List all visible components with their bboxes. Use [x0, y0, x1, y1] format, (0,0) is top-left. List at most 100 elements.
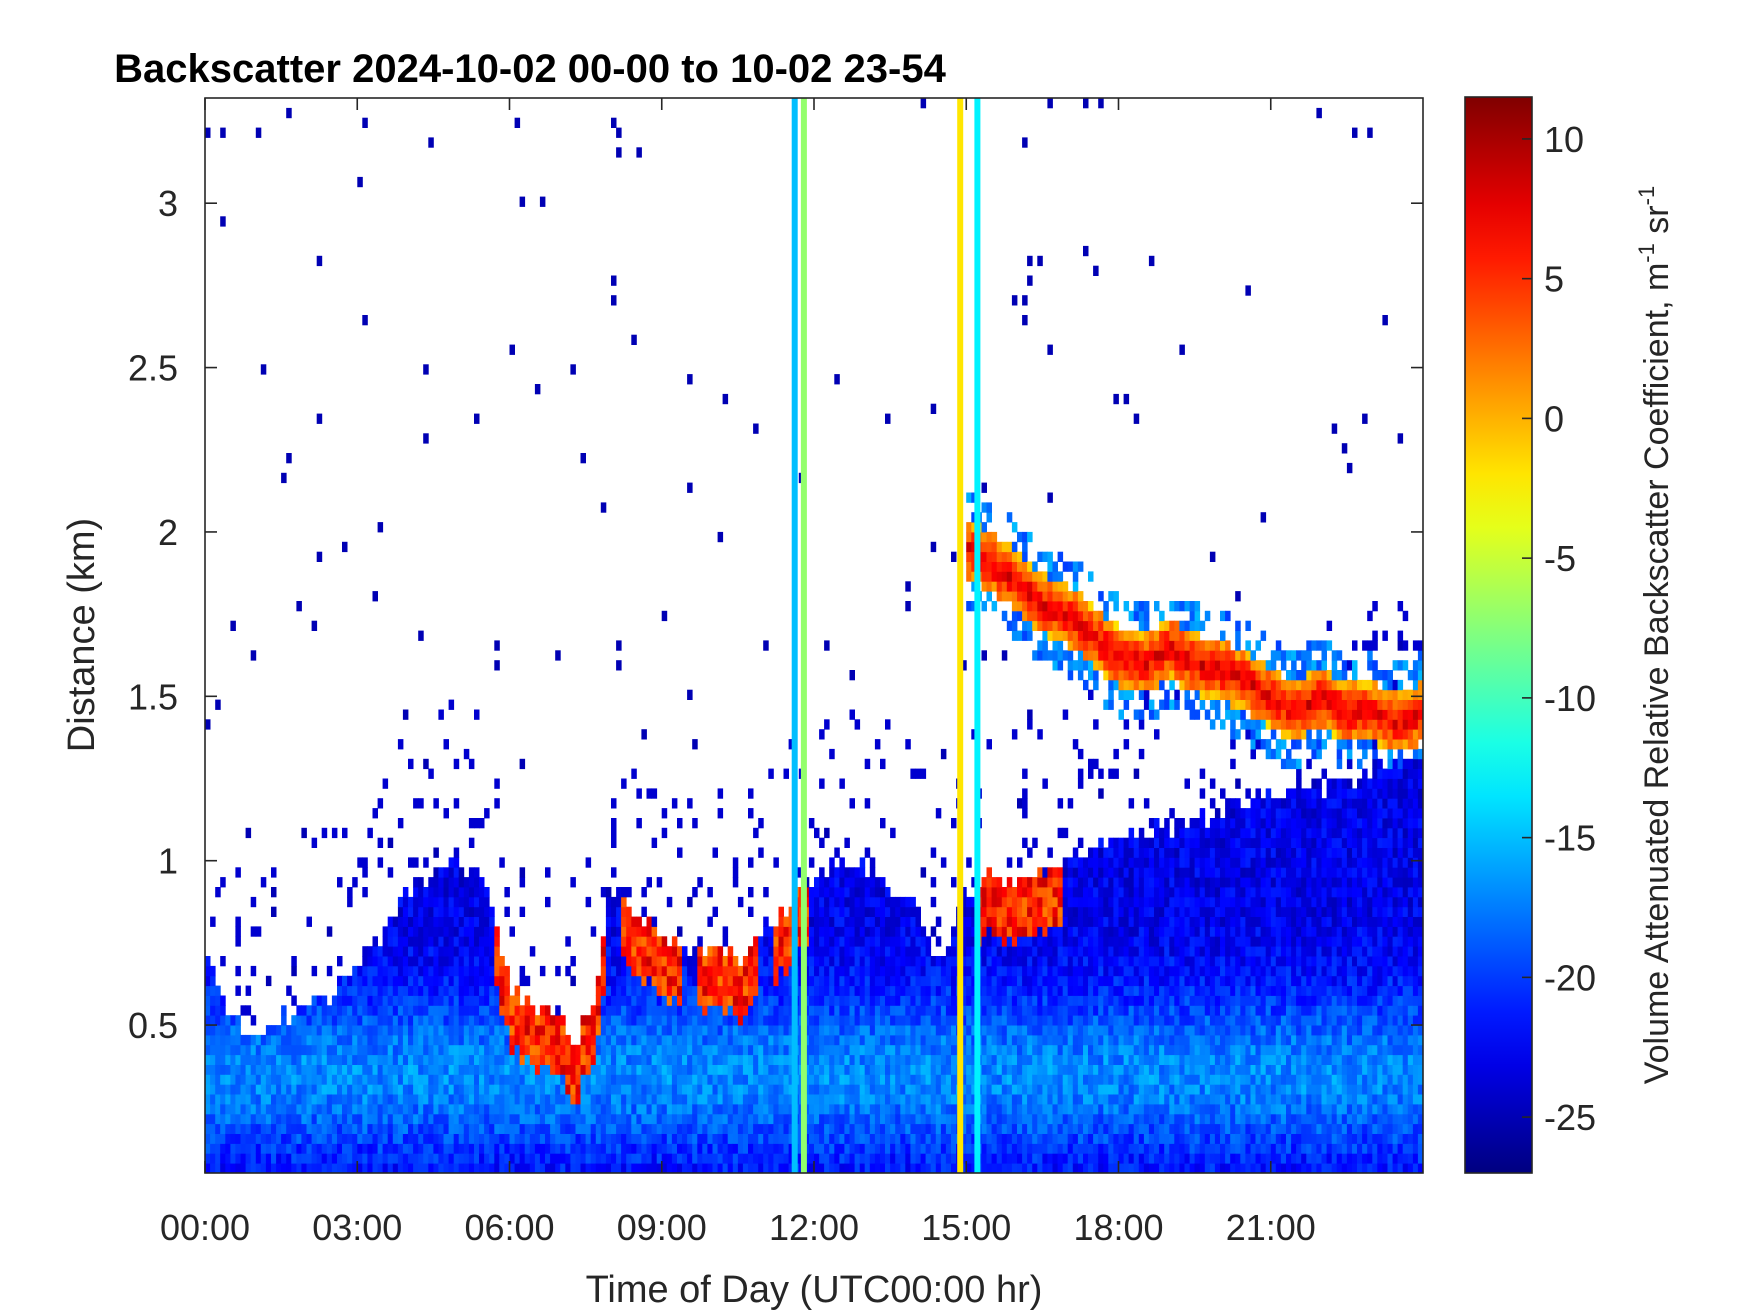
- heatmap-cell: [1072, 1084, 1079, 1095]
- heatmap-cell: [900, 1044, 906, 1056]
- heatmap-cell: [671, 1104, 678, 1115]
- heatmap-cell: [885, 887, 891, 898]
- heatmap-cell: [438, 985, 444, 996]
- heatmap-cell: [849, 1074, 855, 1085]
- heatmap-cell: [742, 1113, 749, 1125]
- heatmap-cell: [981, 1025, 987, 1036]
- heatmap-cell: [905, 1025, 911, 1036]
- heatmap-cell: [484, 926, 490, 937]
- heatmap-cell: [910, 1025, 916, 1036]
- heatmap-cell: [961, 965, 967, 977]
- heatmap-cell: [220, 995, 226, 1006]
- heatmap-cell: [626, 1104, 632, 1115]
- heatmap-cell: [864, 1084, 871, 1095]
- heatmap-cell: [504, 1163, 510, 1174]
- heatmap-cell: [509, 1094, 515, 1105]
- heatmap-cell: [773, 936, 779, 947]
- heatmap-cell: [357, 1084, 363, 1095]
- heatmap-cell: [737, 1015, 744, 1026]
- heatmap-cell: [418, 926, 424, 937]
- heatmap-cell: [1103, 1163, 1109, 1174]
- heatmap-cell: [814, 1064, 820, 1075]
- heatmap-cell: [910, 1005, 916, 1016]
- heatmap-cell: [1077, 620, 1084, 631]
- heatmap-cell: [1006, 906, 1013, 917]
- heatmap-cell: [468, 1133, 475, 1144]
- heatmap-cell: [1098, 906, 1104, 917]
- heatmap-cell: [773, 1034, 779, 1046]
- heatmap-cell: [550, 1104, 556, 1115]
- heatmap-cell: [722, 1044, 729, 1056]
- heatmap-cell: [864, 1074, 871, 1085]
- heatmap-cell: [1088, 1015, 1094, 1026]
- heatmap-cell: [1052, 1123, 1058, 1134]
- heatmap-cell: [245, 1094, 252, 1105]
- heatmap-cell: [677, 1133, 683, 1144]
- heatmap-cell: [331, 1025, 338, 1036]
- heatmap-cell: [225, 1163, 231, 1174]
- heatmap-cell: [321, 1163, 328, 1174]
- heatmap-cell: [408, 995, 414, 1006]
- heatmap-cell: [768, 975, 774, 987]
- heatmap-cell: [1042, 601, 1048, 612]
- heatmap-cell: [357, 995, 363, 1006]
- heatmap-cell: [859, 1094, 866, 1105]
- heatmap-cell: [585, 1054, 592, 1065]
- heatmap-cell: [712, 1133, 718, 1144]
- heatmap-cell: [819, 965, 825, 977]
- heatmap-cell: [539, 1034, 546, 1046]
- heatmap-cell: [1001, 1005, 1008, 1016]
- heatmap-cell: [1077, 916, 1084, 927]
- heatmap-cell: [1017, 975, 1023, 987]
- heatmap-cell: [1006, 995, 1013, 1006]
- heatmap-cell: [808, 936, 815, 947]
- heatmap-cell: [458, 1025, 465, 1036]
- heatmap-cell: [671, 1143, 678, 1154]
- heatmap-cell: [641, 1143, 647, 1154]
- heatmap-cell: [443, 1084, 449, 1095]
- heatmap-cell: [758, 818, 764, 829]
- heatmap-cell: [529, 1005, 536, 1016]
- heatmap-cell: [357, 1094, 363, 1105]
- heatmap-cell: [311, 1133, 318, 1144]
- heatmap-cell: [205, 1044, 211, 1056]
- heatmap-cell: [1001, 1133, 1008, 1144]
- heatmap-cell: [438, 1015, 444, 1026]
- heatmap-cell: [337, 1005, 343, 1016]
- heatmap-cell: [291, 1094, 297, 1105]
- heatmap-cell: [874, 739, 881, 750]
- heatmap-cell: [1042, 1034, 1048, 1046]
- heatmap-cell: [524, 1064, 531, 1075]
- heatmap-cell: [682, 1054, 688, 1065]
- heatmap-cell: [443, 1044, 449, 1056]
- heatmap-cell: [1083, 1005, 1089, 1016]
- heatmap-cell: [321, 1104, 328, 1115]
- heatmap-cell: [1072, 975, 1079, 987]
- heatmap-cell: [905, 926, 911, 937]
- heatmap-cell: [509, 1005, 515, 1016]
- heatmap-cell: [814, 1104, 820, 1115]
- heatmap-cell: [474, 1064, 480, 1075]
- heatmap-cell: [235, 1025, 241, 1036]
- heatmap-cell: [494, 1153, 500, 1164]
- heatmap-cell: [874, 1064, 881, 1075]
- heatmap-cell: [230, 1143, 236, 1154]
- heatmap-cell: [250, 1074, 257, 1085]
- heatmap-cell: [1057, 965, 1064, 977]
- heatmap-cell: [1072, 906, 1079, 917]
- heatmap-cell: [479, 1074, 485, 1085]
- heatmap-cell: [570, 1074, 576, 1085]
- heatmap-cell: [458, 946, 465, 957]
- heatmap-cell: [854, 1064, 861, 1075]
- heatmap-cell: [296, 1123, 302, 1134]
- heatmap-cell: [646, 1163, 652, 1174]
- heatmap-cell: [1037, 1143, 1043, 1154]
- heatmap-cell: [834, 896, 840, 908]
- heatmap-cell: [1083, 867, 1089, 878]
- heatmap-cell: [839, 857, 845, 868]
- heatmap-cell: [864, 1104, 871, 1115]
- heatmap-cell: [1098, 1074, 1104, 1085]
- heatmap-cell: [316, 1123, 323, 1134]
- heatmap-cell: [1067, 995, 1074, 1006]
- heatmap-cell: [570, 975, 576, 987]
